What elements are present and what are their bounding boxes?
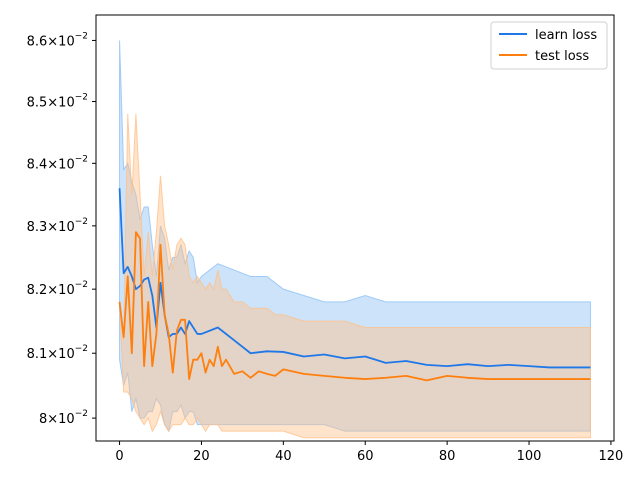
legend-label-test-loss: test loss [535, 49, 589, 64]
x-tick-label: 100 [517, 449, 542, 464]
learn-loss-line [118, 188, 591, 369]
x-tick-label: 40 [275, 449, 292, 464]
test-loss-band [119, 113, 591, 439]
confidence-bands [119, 40, 591, 439]
legend-label-learn-loss: learn loss [535, 28, 597, 43]
x-tick-label: 80 [439, 449, 456, 464]
x-tick-label: 60 [357, 449, 374, 464]
series-lines [118, 188, 591, 382]
x-tick-label: 0 [115, 449, 123, 464]
y-tick-label: 8.4×10−2 [27, 154, 88, 172]
y-tick-label: 8.6×10−2 [27, 31, 88, 49]
y-axis-ticks: 8×10−2 8.1×10−2 8.2×10−2 8.3×10−2 8.4×10−2 8.… [27, 31, 96, 427]
legend: learn loss test loss [490, 21, 608, 70]
x-tick-label: 20 [193, 449, 210, 464]
test-loss-line [118, 231, 591, 382]
x-axis-ticks: 0 20 40 60 80 100 120 [115, 441, 623, 464]
y-tick-label: 8.5×10−2 [27, 93, 88, 111]
plot-frame [95, 14, 615, 442]
x-tick-label: 120 [599, 449, 624, 464]
y-tick-label: 8×10−2 [39, 409, 88, 427]
y-tick-label: 8.2×10−2 [27, 280, 88, 298]
y-tick-label: 8.1×10−2 [27, 344, 88, 362]
y-tick-label: 8.3×10−2 [27, 217, 88, 235]
